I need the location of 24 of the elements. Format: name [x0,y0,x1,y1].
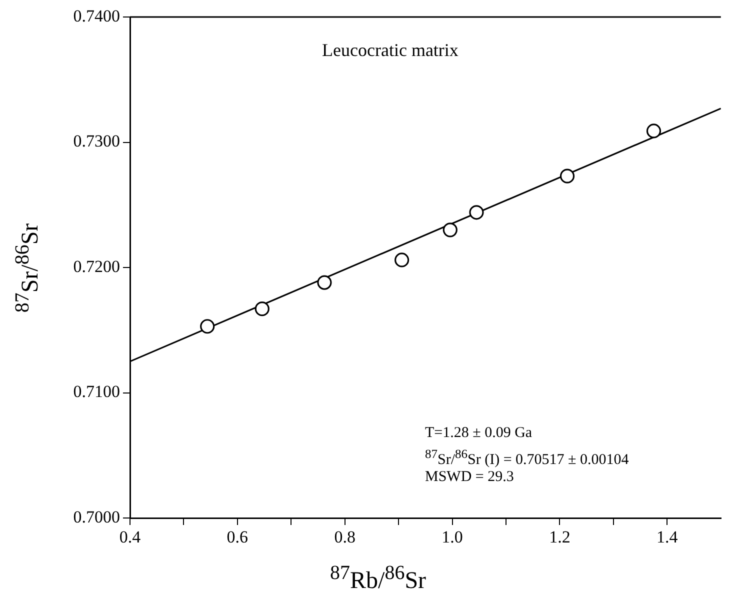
x-tick-label: 1.2 [549,528,570,547]
point [394,252,410,268]
point [254,302,270,316]
annotation: $^{87}$Sr/$^{86}$Sr (I) = 0.70517 ± 0.00104 [425,447,629,469]
point [442,222,458,238]
y-tick-label: 0.7000 [73,507,120,526]
annotation: Leucocratic matrix [322,40,458,61]
annotation: T=1.28 ± 0.09 Ga [425,425,532,442]
x-tick-label: 0.6 [226,528,248,547]
annotation: MSWD = 29.3 [425,469,514,486]
y-tick-label: 0.7400 [73,6,120,26]
y-tick-label: 0.7200 [73,256,120,276]
point [646,124,662,138]
point [560,168,575,184]
point [200,319,215,334]
x-tick-label: 1.0 [442,528,463,547]
x-tick-label: 0.4 [119,528,142,547]
y-tick-label: 0.7100 [73,382,120,402]
point [317,275,332,290]
point [469,205,484,220]
x-axis-title: $^{87}$Rb/$^{86}$Sr [330,562,426,595]
x-tick-label: 0.8 [334,528,356,547]
x-tick-label: 1.4 [656,528,678,547]
y-tick-label: 0.7300 [73,132,120,151]
